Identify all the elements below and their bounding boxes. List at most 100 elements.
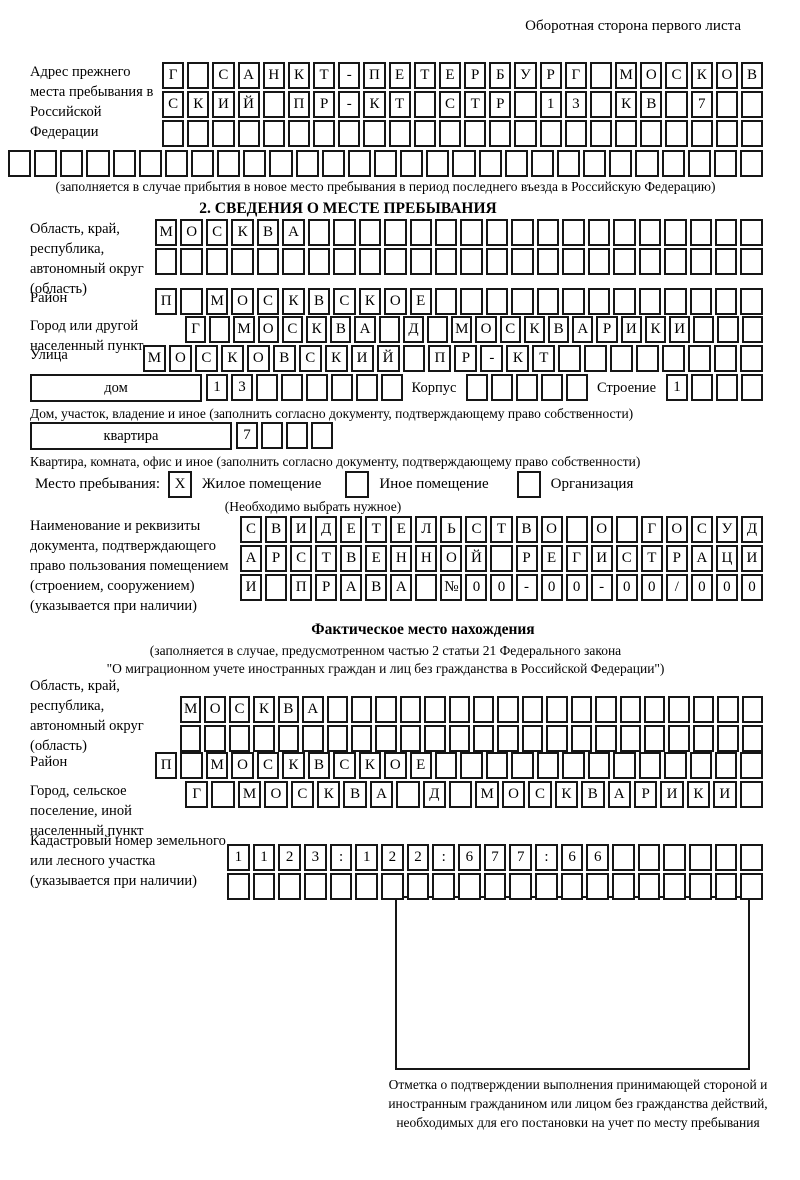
char-cell bbox=[356, 374, 378, 401]
char-cell: Р bbox=[454, 345, 478, 372]
char-cell: А bbox=[369, 781, 394, 808]
char-cell: С bbox=[333, 752, 356, 779]
char-cell bbox=[664, 288, 687, 315]
char-cell: О bbox=[440, 545, 463, 572]
char-cell bbox=[509, 873, 533, 900]
char-cell bbox=[687, 150, 711, 177]
char-cell bbox=[237, 120, 260, 147]
char-cell: В bbox=[307, 288, 331, 315]
char-cell bbox=[326, 696, 348, 723]
char-cell: В bbox=[365, 574, 388, 601]
char-cell bbox=[252, 873, 276, 900]
char-cell bbox=[306, 374, 328, 401]
char-cell: К bbox=[523, 316, 546, 343]
char-cell: О bbox=[168, 345, 192, 372]
char-cell: И bbox=[350, 345, 374, 372]
char-cell bbox=[644, 725, 666, 752]
char-cell bbox=[740, 873, 764, 900]
cadastral-block: Кадастровый номер земельного или лесного… bbox=[8, 831, 764, 900]
char-cell: О bbox=[665, 516, 688, 543]
char-cell: Г bbox=[565, 545, 588, 572]
char-cell bbox=[413, 91, 436, 118]
char-cell: С bbox=[298, 345, 322, 372]
char-cell bbox=[350, 725, 373, 752]
char-cell bbox=[689, 219, 712, 246]
char-cell bbox=[740, 91, 764, 118]
char-cell bbox=[287, 120, 311, 147]
char-cell bbox=[381, 374, 403, 401]
char-cell bbox=[86, 150, 110, 177]
char-cell: К bbox=[358, 288, 382, 315]
char-cell bbox=[638, 219, 662, 246]
char-cell bbox=[204, 725, 226, 752]
char-cell: К bbox=[690, 62, 713, 89]
char-cell: А bbox=[572, 316, 594, 343]
char-cell bbox=[714, 844, 738, 871]
char-cell bbox=[112, 150, 136, 177]
char-cell: М bbox=[205, 752, 229, 779]
ownership-doc-block: Наименование и реквизиты документа, подт… bbox=[8, 516, 763, 616]
char-cell: - bbox=[338, 91, 361, 118]
char-cell: А bbox=[340, 574, 363, 601]
char-cell bbox=[741, 696, 764, 723]
char-cell: П bbox=[363, 62, 386, 89]
char-cell: С bbox=[256, 752, 280, 779]
char-cell bbox=[415, 574, 438, 601]
char-cell bbox=[205, 248, 229, 275]
char-cell: Р bbox=[539, 62, 562, 89]
char-cell: Й bbox=[376, 345, 400, 372]
char-cell bbox=[566, 374, 589, 401]
prev-address-block: Адрес прежнего места пребывания в Россий… bbox=[8, 62, 764, 147]
char-cell: 0 bbox=[565, 574, 588, 601]
char-cell: 0 bbox=[640, 574, 663, 601]
char-cell bbox=[384, 248, 407, 275]
char-cell: 1 bbox=[539, 91, 562, 118]
char-cell: Р bbox=[489, 91, 512, 118]
char-cell: К bbox=[287, 62, 311, 89]
char-cell bbox=[448, 696, 471, 723]
char-cell bbox=[399, 725, 422, 752]
ownership-doc-label: Наименование и реквизиты документа, подт… bbox=[30, 518, 229, 614]
char-cell: О bbox=[180, 219, 203, 246]
actual-location-title: Фактическое место нахождения bbox=[311, 621, 535, 638]
char-cell: О bbox=[540, 516, 563, 543]
char-cell bbox=[740, 752, 763, 779]
char-cell bbox=[665, 120, 688, 147]
actual-location-note-1: (заполняется в случае, предусмотренном ч… bbox=[149, 643, 622, 658]
char-cell: М bbox=[475, 781, 499, 808]
char-cell: К bbox=[324, 345, 348, 372]
stroenie-group: Строение 1 bbox=[597, 374, 763, 402]
char-cell bbox=[668, 725, 690, 752]
char-cell bbox=[180, 752, 203, 779]
char-cell bbox=[613, 248, 636, 275]
char-cell bbox=[714, 219, 738, 246]
actual-district-label: Район bbox=[30, 754, 68, 770]
char-cell bbox=[664, 248, 687, 275]
char-cell bbox=[427, 316, 449, 343]
char-cell bbox=[409, 219, 432, 246]
char-cell: О bbox=[475, 316, 497, 343]
char-cell: - bbox=[590, 574, 613, 601]
char-cell: М bbox=[233, 316, 255, 343]
char-cell bbox=[587, 752, 611, 779]
char-cell bbox=[460, 219, 483, 246]
char-cell: В bbox=[740, 62, 764, 89]
char-cell bbox=[281, 374, 303, 401]
char-cell bbox=[438, 120, 462, 147]
char-cell bbox=[162, 120, 185, 147]
region-block: Область, край, республика, автономный ок… bbox=[8, 219, 763, 297]
char-cell: К bbox=[554, 781, 579, 808]
actual-region-label: Область, край, республика, автономный ок… bbox=[30, 678, 144, 754]
actual-city-block: Город, сельское поселение, иной населенн… bbox=[8, 781, 763, 839]
char-cell: П bbox=[155, 288, 178, 315]
char-cell bbox=[231, 248, 254, 275]
street-label: Улица bbox=[30, 347, 68, 363]
